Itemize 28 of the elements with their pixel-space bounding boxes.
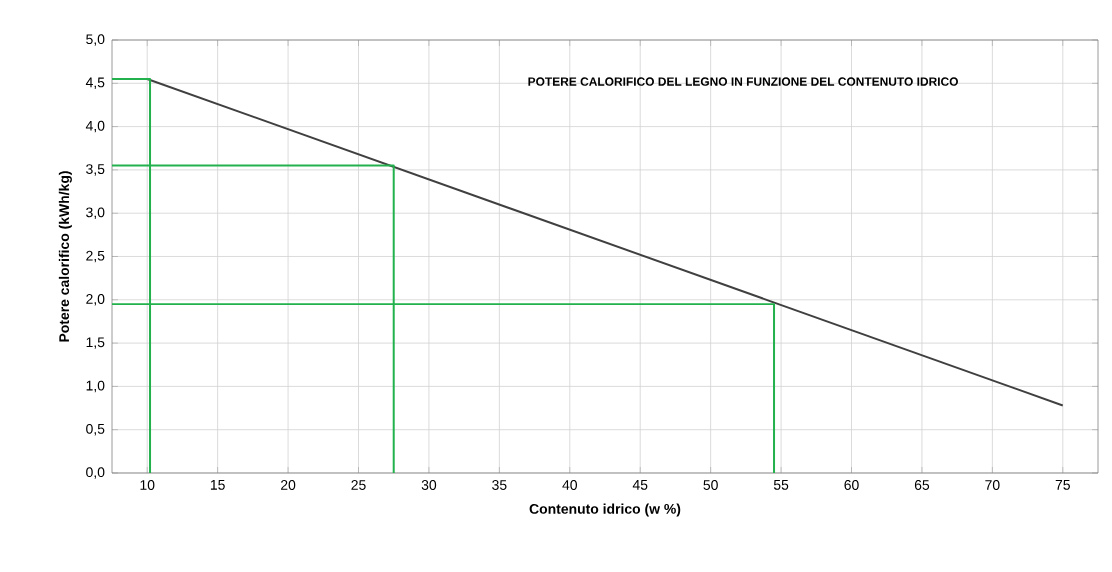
x-tick-label: 65 bbox=[914, 480, 930, 490]
x-tick-label: 15 bbox=[210, 480, 225, 490]
y-axis-title: Potere calorifico (kWh/kg) bbox=[58, 171, 72, 342]
x-tick-label: 30 bbox=[421, 480, 437, 490]
x-tick-label: 55 bbox=[773, 480, 789, 490]
x-tick-label: 20 bbox=[281, 480, 296, 490]
x-tick-label: 50 bbox=[703, 480, 718, 490]
y-tick-label: 5,0 bbox=[86, 34, 105, 46]
y-tick-label: 3,0 bbox=[86, 207, 105, 219]
x-tick-label: 10 bbox=[140, 480, 155, 490]
x-tick-label: 25 bbox=[351, 480, 366, 490]
y-tick-label: 0,0 bbox=[86, 467, 105, 479]
x-tick-label: 45 bbox=[632, 480, 648, 490]
x-tick-label: 35 bbox=[492, 480, 507, 490]
x-tick-label: 60 bbox=[844, 480, 859, 490]
y-tick-label: 0,5 bbox=[86, 423, 105, 436]
x-tick-label: 70 bbox=[985, 480, 1000, 490]
y-tick-label: 1,0 bbox=[86, 380, 105, 393]
y-tick-label: 4,0 bbox=[85, 120, 105, 133]
x-tick-label: 40 bbox=[562, 480, 578, 490]
x-tick-label: 75 bbox=[1055, 480, 1070, 490]
y-tick-label: 3,5 bbox=[86, 164, 105, 176]
y-tick-label: 2,5 bbox=[86, 250, 105, 263]
x-axis-title: Contenuto idrico (w %) bbox=[529, 503, 681, 517]
text: POTERE CALORIFICO DEL LEGNO IN FUNZIONE DEL CONTENUTO IDRICO bbox=[528, 77, 958, 86]
y-tick-label: 2,0 bbox=[86, 294, 105, 306]
y-tick-label: 1,5 bbox=[86, 337, 105, 349]
y-tick-label: 4,5 bbox=[85, 77, 105, 89]
